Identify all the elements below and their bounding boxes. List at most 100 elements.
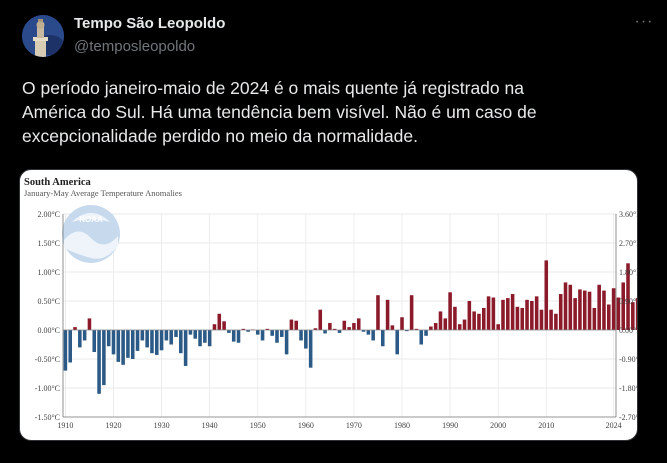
- bar-1929: [155, 330, 159, 355]
- x-tick-label: 2000: [490, 421, 506, 430]
- noaa-logo-text: NOAA: [79, 215, 103, 224]
- bar-1991: [453, 307, 457, 330]
- bar-1990: [448, 292, 452, 330]
- y-tick-label-left: 1.50°C: [37, 239, 60, 248]
- y-tick-label-right: 0.00°F: [619, 326, 637, 335]
- bar-1944: [227, 330, 231, 333]
- bar-2024: [612, 288, 616, 330]
- x-tick-label: 1940: [202, 421, 218, 430]
- bar-1955: [280, 330, 284, 337]
- bar-2021: [597, 285, 601, 330]
- bar-2002: [506, 298, 510, 330]
- bar-1993: [463, 320, 467, 330]
- y-tick-label-right: -1.80°F: [619, 384, 637, 393]
- bar-1935: [184, 330, 188, 366]
- bar-2016: [573, 298, 577, 330]
- bar-2023: [607, 304, 611, 330]
- bar-1924: [131, 330, 135, 359]
- bar-1997: [482, 308, 486, 330]
- bar-1910: [64, 330, 68, 371]
- bar-2008: [535, 296, 539, 330]
- bar-1918: [102, 330, 106, 385]
- bar-1975: [376, 295, 380, 330]
- bar-1911: [68, 330, 72, 362]
- bar-2019: [588, 292, 592, 330]
- bar-1921: [117, 330, 121, 362]
- bar-2018: [583, 291, 587, 330]
- bar-1999: [492, 298, 496, 330]
- user-handle[interactable]: @temposleopoldo: [74, 38, 195, 55]
- y-tick-label-left: 0.00°C: [37, 326, 60, 335]
- bar-1982: [410, 295, 414, 330]
- bar-1920: [112, 330, 116, 354]
- x-tick-label: 1980: [394, 421, 410, 430]
- bar-1989: [444, 318, 448, 330]
- y-tick-label-right: -2.70°F: [619, 413, 637, 422]
- chart-subtitle: January-May Average Temperature Anomalie…: [24, 188, 182, 198]
- tweet-media-chart[interactable]: South America January-May Average Temper…: [19, 169, 638, 441]
- bar-1950: [256, 330, 260, 335]
- bar-1986: [429, 327, 433, 330]
- bar-1988: [439, 311, 443, 330]
- bar-1954: [275, 330, 279, 343]
- bar-2013: [559, 294, 563, 330]
- bar-1937: [193, 330, 197, 339]
- bar-1984: [419, 330, 423, 345]
- bar-1917: [97, 330, 101, 394]
- more-dots-icon[interactable]: ···: [632, 15, 656, 33]
- bar-2004: [516, 307, 520, 330]
- bar-1946: [237, 330, 241, 343]
- statue-avatar-icon: [22, 15, 64, 57]
- tweet-text-line: América do Sul. Há uma tendência bem vis…: [22, 100, 658, 124]
- x-tick-label: 1950: [250, 421, 266, 430]
- bar-1931: [165, 330, 169, 340]
- bar-2020: [593, 308, 597, 330]
- bar-1969: [347, 327, 351, 330]
- bar-1936: [189, 330, 193, 335]
- bar-1992: [458, 324, 462, 330]
- bar-1945: [232, 330, 236, 342]
- bar-1930: [160, 330, 164, 350]
- bar-1963: [318, 310, 322, 330]
- bar-1919: [107, 330, 111, 346]
- bar-1980: [400, 317, 404, 330]
- tweet-text: O período janeiro-maio de 2024 é o mais …: [22, 76, 658, 148]
- bar-1940: [208, 330, 212, 346]
- bar-1970: [352, 323, 356, 330]
- profile-avatar[interactable]: [22, 15, 64, 57]
- bar-2026: [621, 282, 625, 330]
- bar-1916: [92, 330, 96, 352]
- tweet-text-line: excepcionalidade perdido no meio da norm…: [22, 124, 658, 148]
- y-tick-label-left: -0.50°C: [35, 355, 60, 364]
- noaa-logo-icon: NOAA: [62, 205, 120, 263]
- bar-1965: [328, 323, 332, 330]
- bar-1914: [83, 330, 87, 340]
- bar-1958: [294, 321, 298, 330]
- y-tick-label-left: -1.00°C: [35, 384, 60, 393]
- y-tick-label-left: 0.50°C: [37, 297, 60, 306]
- bar-1994: [468, 301, 472, 330]
- y-tick-label-right: 2.70°F: [619, 239, 637, 248]
- bar-1938: [198, 330, 202, 346]
- temperature-anomaly-chart: South America January-May Average Temper…: [20, 170, 637, 440]
- bar-1974: [371, 330, 375, 340]
- bar-1933: [174, 330, 178, 337]
- bar-1956: [285, 330, 289, 354]
- display-name[interactable]: Tempo São Leopoldo: [74, 15, 225, 32]
- bar-1976: [381, 330, 385, 346]
- tweet-text-line: O período janeiro-maio de 2024 é o mais …: [22, 76, 658, 100]
- bar-1928: [150, 330, 154, 353]
- y-tick-label-right: 1.80°F: [619, 268, 637, 277]
- x-tick-label: 2010: [538, 421, 554, 430]
- chart-title: South America: [24, 177, 92, 188]
- bar-2003: [511, 294, 515, 330]
- y-tick-label-left: 1.00°C: [37, 268, 60, 277]
- bar-1915: [88, 318, 92, 330]
- bar-1967: [338, 330, 342, 333]
- bar-2015: [569, 285, 573, 330]
- bar-1996: [477, 314, 481, 330]
- bar-1939: [203, 330, 207, 343]
- bar-1964: [323, 330, 327, 333]
- bar-2005: [520, 308, 524, 330]
- bar-2014: [564, 282, 568, 330]
